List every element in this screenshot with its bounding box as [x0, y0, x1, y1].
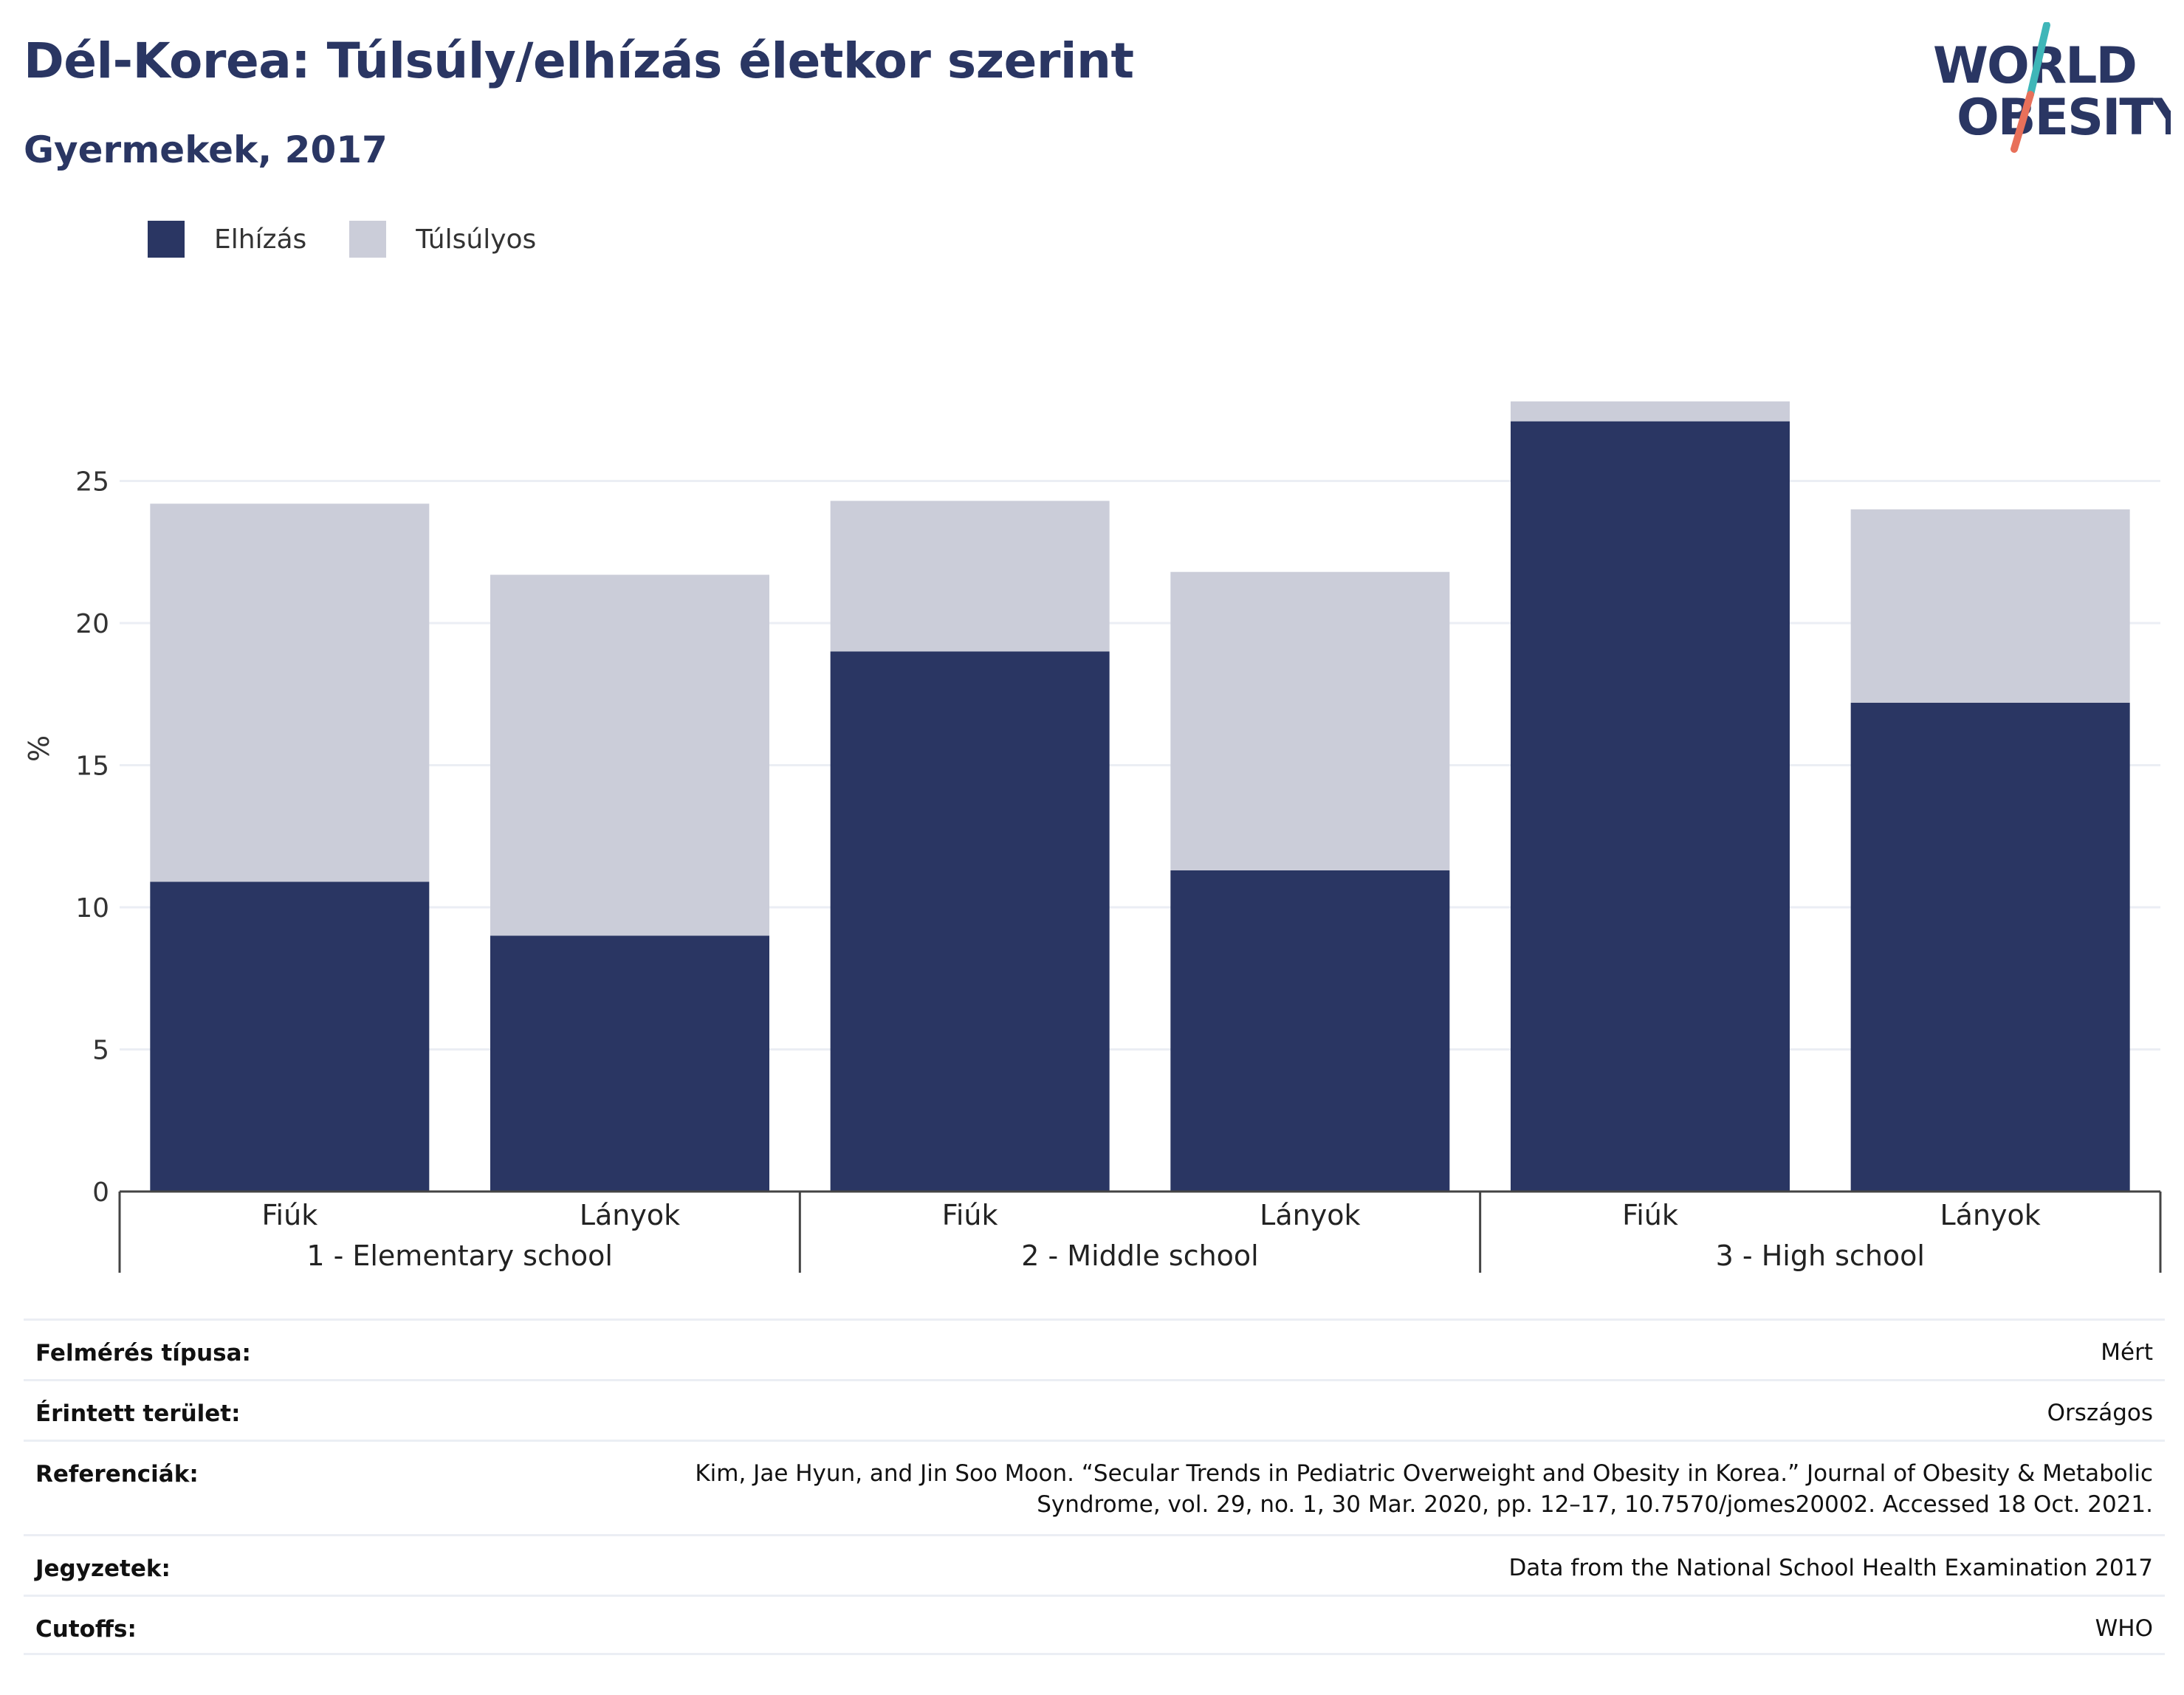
y-axis-label: % [23, 735, 55, 762]
bar-elhizas-5 [1511, 421, 1790, 1192]
info-row: Referenciák: Kim, Jae Hyun, and Jin Soo M… [24, 1440, 2165, 1534]
info-row: Felmérés típusa: Mért [24, 1318, 2165, 1379]
info-label: Jegyzetek: [35, 1555, 171, 1582]
bar-tulsulyos-3 [830, 501, 1110, 652]
info-value: WHO [2095, 1615, 2153, 1642]
legend-item[interactable]: Túlsúlyos [349, 221, 536, 258]
legend-item[interactable]: Elhízás [148, 221, 306, 258]
y-tick-label: 0 [92, 1177, 109, 1208]
x-tick-label: Fiúk [942, 1199, 998, 1231]
y-tick-label: 20 [75, 609, 109, 639]
chart-subtitle: Gyermekek, 2017 [24, 128, 388, 171]
bar-tulsulyos-4 [1170, 571, 1450, 870]
info-value: Mért [2101, 1339, 2153, 1366]
x-tick-label: Lányok [1260, 1199, 1360, 1231]
group-label: 2 - Middle school [1021, 1240, 1258, 1272]
y-tick-label: 25 [75, 467, 109, 498]
x-tick-label: Lányok [580, 1199, 680, 1231]
bar-tulsulyos-5 [1511, 401, 1790, 422]
legend-label: Elhízás [214, 224, 307, 255]
logo-slash-coral [2010, 91, 2034, 153]
info-value: Kim, Jae Hyun, and Jin Soo Moon. “Secula… [695, 1460, 2153, 1518]
x-tick-label: Fiúk [261, 1199, 317, 1231]
bar-elhizas-6 [1850, 702, 2130, 1192]
group-label: 1 - Elementary school [306, 1240, 613, 1272]
legend-swatch [349, 221, 387, 258]
stacked-bar-chart: 0 5 10 15 20 25% Fiúk Lányok Fiúk Lányok Fiúk Lányo… [23, 401, 2162, 1273]
info-row: Cutoffs: WHO [24, 1595, 2165, 1655]
logo-word-obesity: OBESITY [1957, 89, 2171, 147]
chart-legend: Elhízás Túlsúlyos [148, 219, 579, 260]
logo-slash-teal [2027, 22, 2050, 98]
bar-elhizas-4 [1170, 870, 1450, 1192]
bar-elhizas-2 [490, 935, 769, 1192]
info-value: Data from the National School Health Exa… [1508, 1555, 2153, 1581]
legend-label: Túlsúlyos [416, 224, 537, 255]
info-row: Jegyzetek: Data from the National School … [24, 1534, 2165, 1595]
bar-tulsulyos-6 [1850, 509, 2130, 703]
x-tick-label: Fiúk [1622, 1199, 1678, 1231]
chart-title: Dél-Korea: Túlsúly/elhízás életkor szeri… [24, 32, 1134, 89]
bar-elhizas-1 [150, 881, 430, 1192]
info-value: Országos [2047, 1400, 2153, 1426]
x-tick-label: Lányok [1940, 1199, 2041, 1231]
info-table: Felmérés típusa: Mért Érintett terület: Ors… [24, 1318, 2165, 1655]
legend-swatch [148, 221, 185, 258]
world-obesity-logo: WORLD OBESITY [1933, 22, 2171, 153]
y-tick-label: 5 [92, 1036, 109, 1066]
y-tick-label: 10 [75, 893, 109, 924]
info-label: Felmérés típusa: [35, 1340, 251, 1366]
bar-tulsulyos-1 [150, 503, 430, 882]
bar-elhizas-3 [830, 651, 1110, 1192]
info-label: Érintett terület: [35, 1400, 241, 1427]
info-row: Érintett terület: Országos [24, 1379, 2165, 1440]
bar-tulsulyos-2 [490, 574, 769, 936]
group-label: 3 - High school [1716, 1240, 1925, 1272]
info-label: Cutoffs: [35, 1616, 137, 1643]
y-tick-label: 15 [75, 752, 109, 782]
info-label: Referenciák: [35, 1461, 199, 1488]
